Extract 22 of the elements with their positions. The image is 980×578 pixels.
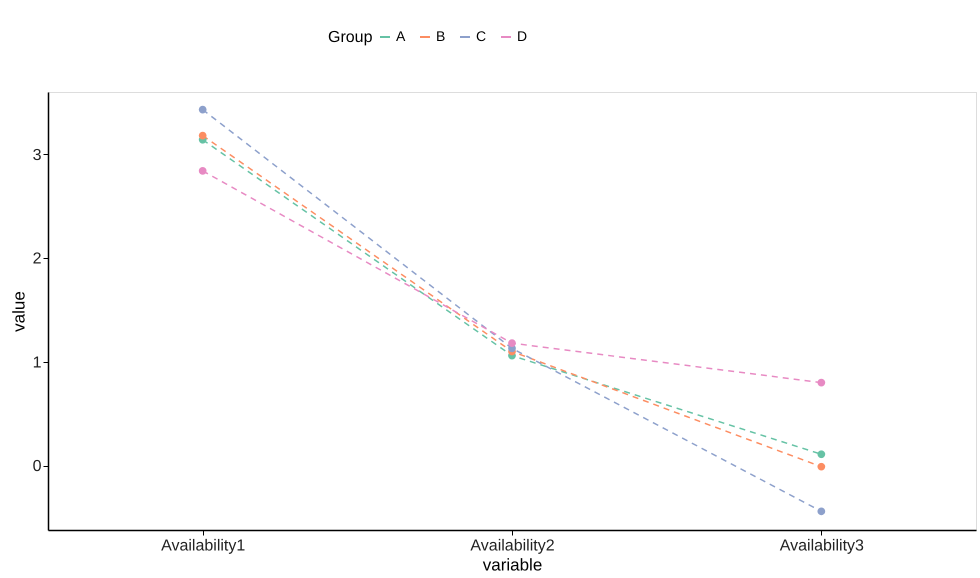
point <box>817 507 826 516</box>
x-tick-label: Availability1 <box>161 538 246 554</box>
point <box>198 167 207 175</box>
x-tick-label: Availability3 <box>780 538 864 554</box>
y-tick-label: 0 <box>32 458 42 476</box>
point <box>198 132 207 140</box>
y-axis-title: value <box>10 291 29 332</box>
y-tick-label: 1 <box>32 354 42 372</box>
point <box>817 462 826 471</box>
legend-label: B <box>436 28 446 44</box>
legend-label: C <box>476 28 486 44</box>
point <box>817 378 826 386</box>
x-axis-title: variable <box>482 556 542 574</box>
x-tick-label: Availability2 <box>470 538 555 554</box>
legend-label: A <box>396 28 406 44</box>
point <box>817 450 826 458</box>
legend-label: D <box>517 28 528 44</box>
y-tick-label: 2 <box>32 250 42 268</box>
point <box>198 106 207 114</box>
legend-title: Group <box>328 29 373 46</box>
y-tick-label: 3 <box>32 146 42 164</box>
point <box>508 339 516 348</box>
